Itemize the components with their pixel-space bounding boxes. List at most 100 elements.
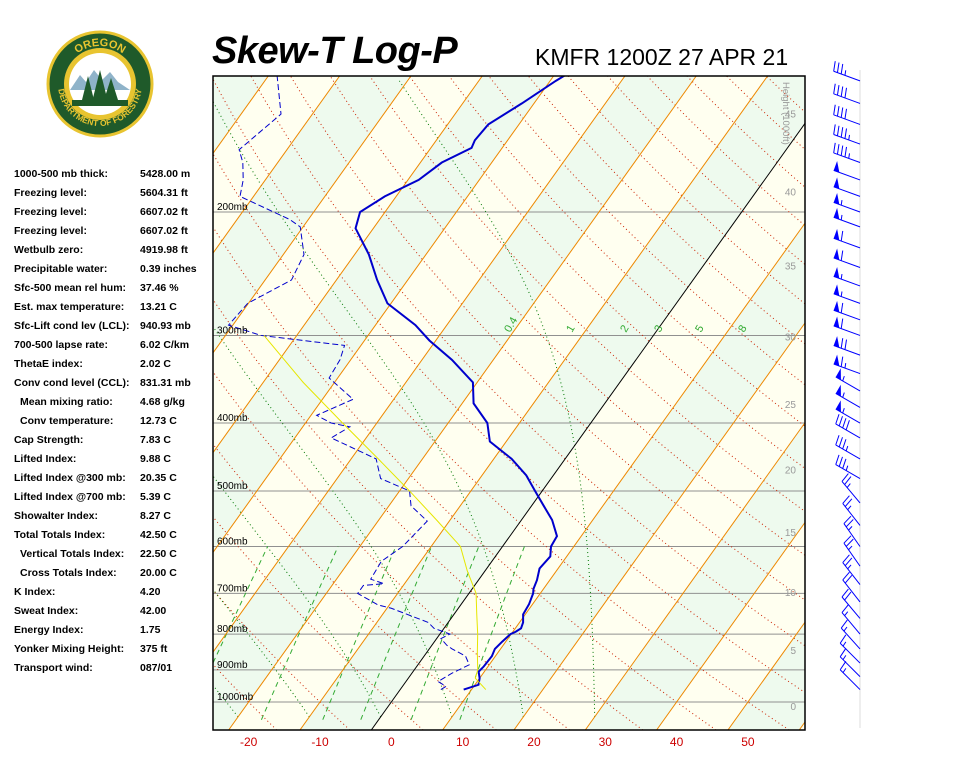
stat-label: Total Totals Index: [14,529,106,541]
stat-label: Sweat Index: [14,605,79,617]
isotherm-band [299,76,805,730]
x-tick-label: 30 [599,735,613,749]
pressure-label: 300mb [217,325,248,336]
stat-row: Energy Index: 1.75 [14,624,214,643]
stat-row: Lifted Index @300 mb: 20.35 C [14,472,214,491]
wind-barb [835,400,861,424]
dry-adiabat [213,516,424,730]
stat-row: Wetbulb zero: 4919.98 ft [14,244,214,263]
stat-label: ThetaE index: [14,358,83,370]
wind-barb [833,177,861,197]
mixing-ratio-label: 5 [693,323,706,334]
wind-barb [839,634,861,664]
stat-value: 2.02 C [140,358,171,370]
series-dewpoint [227,76,470,690]
series-temperature [354,76,566,691]
isotherm-line [0,76,126,730]
stat-row: ThetaE index: 2.02 C [14,358,214,377]
stat-row: Vertical Totals Index: 22.50 C [14,548,214,567]
isotherm-line [213,76,412,354]
wind-barb [833,284,861,304]
stat-row: Est. max temperature: 13.21 C [14,301,214,320]
isotherm-band [228,76,768,730]
stat-label: Lifted Index: [14,453,77,465]
stat-label: Lifted Index @700 mb: [14,491,126,503]
mixing-ratio-line [410,546,480,720]
dry-adiabat [0,76,203,730]
mixing-ratio-label: 8 [736,323,749,334]
wind-barb-column [833,61,861,728]
wind-barb [835,454,861,479]
wind-barb [833,228,861,249]
wind-barb [833,354,861,375]
isotherm-line [213,76,555,554]
moist-adiabat [213,100,524,717]
wind-barb [833,142,861,163]
mixing-ratio-line [322,546,397,720]
stat-value: 20.35 C [140,472,177,484]
isotherm-line [442,222,805,730]
stat-label: Transport wind: [14,662,93,674]
stat-label: Yonker Mixing Height: [14,643,125,655]
dry-adiabat [213,78,805,694]
wind-barb [835,435,861,460]
x-tick-label: 40 [670,735,684,749]
stat-label: Cross Totals Index: [20,567,117,579]
mixing-ratio-label: 1 [564,323,577,334]
dry-adiabat [0,76,130,730]
wind-barb [843,535,861,567]
stat-row: Yonker Mixing Height: 375 ft [14,643,214,662]
x-tick-label: 20 [527,735,541,749]
stat-row: Sweat Index: 42.00 [14,605,214,624]
stat-label: Sfc-Lift cond lev (LCL): [14,320,130,332]
x-tick-label: -10 [311,735,329,749]
dry-adiabat [329,76,805,556]
stat-value: 0.39 inches [140,263,197,275]
stat-label: Vertical Totals Index: [20,548,125,560]
stat-row: Total Totals Index: 42.50 C [14,529,214,548]
stat-value: 831.31 mb [140,377,191,389]
stat-label: Mean mixing ratio: [20,396,113,408]
stat-row: Freezing level: 6607.02 ft [14,206,214,225]
series-parcel [263,335,487,690]
stat-value: 5.39 C [140,491,171,503]
stat-value: 375 ft [140,643,168,655]
chart-title: Skew-T Log-P [212,30,458,72]
stat-value: 6.02 C/km [140,339,190,351]
stat-value: 42.00 [140,605,167,617]
station-time-label: KMFR 1200Z 27 APR 21 [535,44,789,70]
x-tick-label: 10 [456,735,470,749]
stat-value: 1.75 [140,624,161,636]
pressure-label: 900mb [217,660,248,671]
wind-barb [833,266,861,287]
stat-label: Conv cond level (CCL): [14,377,130,389]
pressure-label: 200mb [217,202,248,213]
wind-barb [842,571,861,603]
x-tick-label: -20 [240,735,258,749]
stat-label: K Index: [14,586,56,598]
stat-label: Energy Index: [14,624,84,636]
stat-label: Precipitable water: [14,263,108,275]
stat-label: Freezing level: [14,225,87,237]
mixing-ratio-line [360,546,433,720]
height-tick-label: 10 [785,588,797,599]
wind-barb [839,661,861,690]
pressure-label: 500mb [217,481,248,492]
wind-barb [833,316,861,336]
wind-barb [833,104,861,125]
stat-label: Conv temperature: [20,415,114,427]
moist-adiabat [213,684,239,718]
x-tick-label: 0 [388,735,395,749]
stat-value: 087/01 [140,662,173,674]
stat-label: Freezing level: [14,206,87,218]
stat-label: 1000-500 mb thick: [14,168,108,180]
mixing-ratio-label: 2 [618,323,631,334]
stat-row: Showalter Index: 8.27 C [14,510,214,529]
stat-value: 4919.98 ft [140,244,188,256]
wind-barb [833,248,861,268]
stat-label: Est. max temperature: [14,301,125,313]
stat-value: 4.20 [140,586,161,598]
wind-barb [835,384,861,408]
wind-barb [833,61,861,82]
wind-barb [835,368,861,392]
